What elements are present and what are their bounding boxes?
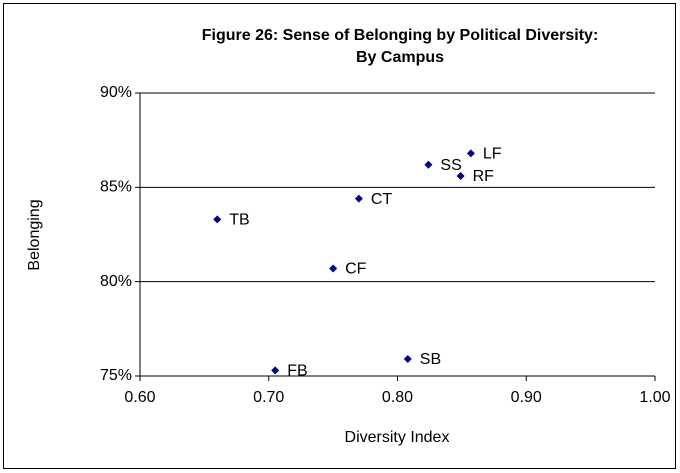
x-tick-label: 0.60	[124, 389, 155, 406]
y-tick-label: 90%	[100, 84, 132, 101]
point-label: RF	[473, 168, 495, 185]
x-tick-label: 1.00	[639, 389, 670, 406]
point	[424, 160, 433, 169]
point	[271, 366, 280, 375]
y-tick-label: 75%	[100, 367, 132, 384]
chart-title: By Campus	[356, 49, 444, 66]
point-label: CF	[345, 261, 367, 278]
point	[213, 215, 222, 224]
x-axis-label: Diversity Index	[345, 429, 450, 446]
point	[466, 149, 475, 158]
chart-title: Figure 26: Sense of Belonging by Politic…	[202, 27, 599, 44]
point	[329, 264, 338, 273]
x-tick-label: 0.70	[253, 389, 284, 406]
point-label: CT	[371, 191, 393, 208]
y-axis-label: Belonging	[26, 199, 43, 270]
point-label: LF	[483, 146, 502, 163]
chart-border	[3, 3, 676, 469]
point	[354, 194, 363, 203]
y-tick-label: 85%	[100, 179, 132, 196]
x-tick-label: 0.90	[511, 389, 542, 406]
point-label: FB	[287, 363, 307, 380]
point	[456, 172, 465, 181]
point	[403, 355, 412, 364]
point-label: SS	[440, 157, 461, 174]
point-label: SB	[420, 351, 441, 368]
y-tick-label: 80%	[100, 273, 132, 290]
point-label: TB	[229, 212, 249, 229]
x-tick-label: 0.80	[382, 389, 413, 406]
